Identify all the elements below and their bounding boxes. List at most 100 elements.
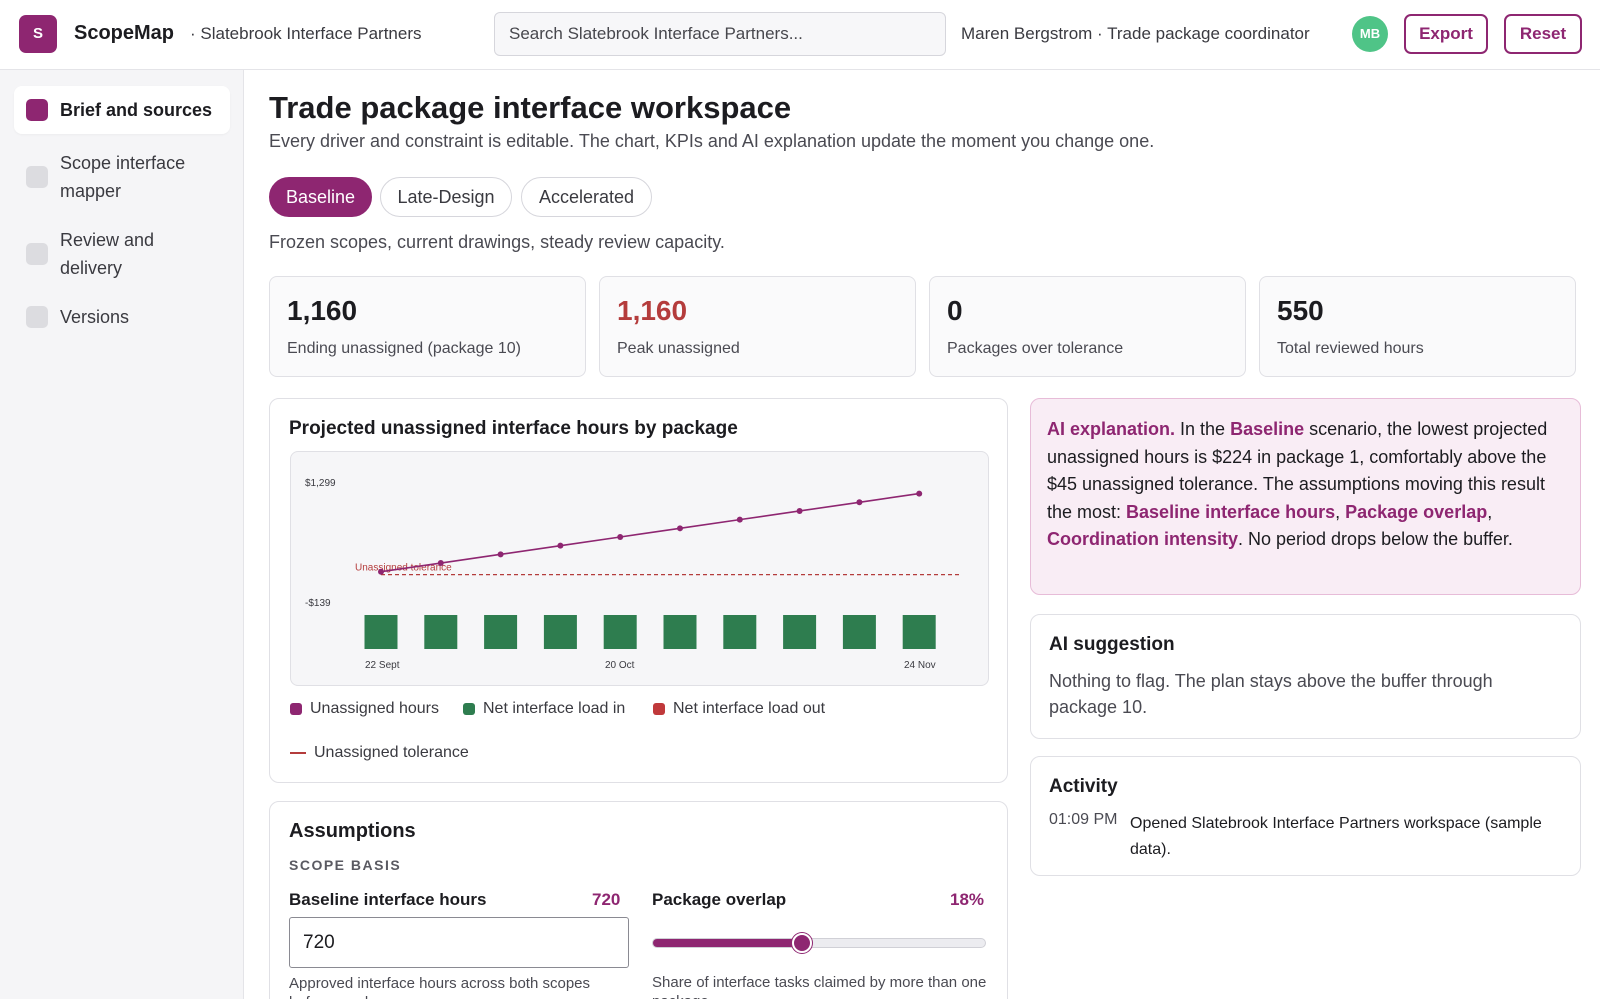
chart-title: Projected unassigned interface hours by … xyxy=(289,418,738,439)
package-overlap-slider[interactable] xyxy=(652,933,986,953)
kpi-packages-over-tolerance: 0 Packages over tolerance xyxy=(929,276,1246,377)
x-tick: 20 Oct xyxy=(605,660,635,671)
ai-text-segment: . No period drops below the buffer. xyxy=(1238,529,1513,549)
point-unassigned-hours xyxy=(856,499,863,506)
ai-suggestion-card: AI suggestion Nothing to flag. The plan … xyxy=(1030,614,1581,739)
ai-assumption-link[interactable]: Package overlap xyxy=(1345,501,1488,522)
legend-swatch xyxy=(463,703,475,715)
sidebar-item-label: Scope interface mapper xyxy=(60,153,186,201)
bar-net-load-in xyxy=(484,615,518,649)
ai-explanation-lead: AI explanation. xyxy=(1047,419,1176,439)
point-unassigned-hours xyxy=(796,507,803,514)
bar-net-load-in xyxy=(364,615,398,649)
x-tick: 22 Sept xyxy=(365,660,400,671)
export-button[interactable]: Export xyxy=(1404,14,1488,54)
section-label: SCOPE BASIS xyxy=(289,857,402,873)
tab-late-design[interactable]: Late-Design xyxy=(380,177,512,217)
ai-assumption-link[interactable]: Coordination intensity xyxy=(1047,529,1238,549)
bar-net-load-in xyxy=(543,615,577,649)
checkbox-icon xyxy=(26,99,48,121)
bar-net-load-in xyxy=(603,615,637,649)
kpi-label: Peak unassigned xyxy=(617,340,740,357)
bar-net-load-in xyxy=(723,615,757,649)
legend-net-load-in: Net interface load in xyxy=(463,700,625,718)
sidebar-item-brief-and-sources[interactable]: Brief and sources xyxy=(14,86,230,134)
reset-button[interactable]: Reset xyxy=(1504,14,1582,54)
activity-time: 01:09 PM xyxy=(1049,811,1118,828)
bar-net-load-in xyxy=(783,615,817,649)
organization-name: · Slatebrook Interface Partners xyxy=(190,24,422,43)
point-unassigned-hours xyxy=(557,542,564,549)
sidebar: Brief and sources Scope interface mapper… xyxy=(0,70,244,999)
kpi-value: 1,160 xyxy=(617,295,688,326)
bar-net-load-in xyxy=(902,615,936,649)
legend-swatch xyxy=(290,703,302,715)
ai-text-segment: , xyxy=(1487,501,1493,522)
activity-text: Opened Slatebrook Interface Partners wor… xyxy=(1130,815,1542,858)
app-name: ScopeMap xyxy=(74,22,175,44)
package-overlap-help: Share of interface tasks claimed by more… xyxy=(652,974,987,999)
ai-explanation-card: AI explanation. In the Baseline scenario… xyxy=(1030,398,1581,595)
legend-tolerance: Unassigned tolerance xyxy=(290,744,469,762)
baseline-hours-label: Baseline interface hours xyxy=(289,890,487,909)
tab-accelerated[interactable]: Accelerated xyxy=(521,177,652,217)
package-overlap-label: Package overlap xyxy=(652,890,787,909)
kpi-value: 550 xyxy=(1277,295,1324,326)
kpi-label: Packages over tolerance xyxy=(947,340,1124,357)
baseline-hours-value: 720 xyxy=(592,890,621,909)
baseline-hours-input[interactable] xyxy=(289,917,629,968)
sidebar-item-review-and-delivery[interactable]: Review and delivery xyxy=(14,222,214,286)
point-unassigned-hours xyxy=(497,551,504,558)
bar-net-load-in xyxy=(663,615,697,649)
activity-card: Activity 01:09 PM Opened Slatebrook Inte… xyxy=(1030,756,1581,876)
point-unassigned-hours xyxy=(916,490,923,497)
kpi-value: 0 xyxy=(947,295,963,326)
page-subtitle: Every driver and constraint is editable.… xyxy=(269,131,1155,151)
line-unassigned-hours xyxy=(380,492,920,573)
bar-net-load-in xyxy=(424,615,458,649)
checkbox-icon xyxy=(26,243,48,265)
sidebar-item-label: Review and delivery xyxy=(60,230,155,278)
bar-net-load-in xyxy=(842,615,876,649)
ai-text-segment: , xyxy=(1335,501,1346,522)
baseline-hours-help: Approved interface hours across both sco… xyxy=(289,975,591,999)
sidebar-item-label: Brief and sources xyxy=(60,100,213,120)
ai-explanation-text: AI explanation. In the Baseline scenario… xyxy=(1047,416,1567,554)
chart-svg: $1,299 -$139 Unassigned tolerance 22 Sep… xyxy=(305,478,961,671)
legend-swatch xyxy=(653,703,665,715)
sidebar-item-scope-interface-mapper[interactable]: Scope interface mapper xyxy=(14,145,214,209)
point-unassigned-hours xyxy=(617,533,624,540)
legend-unassigned-hours: Unassigned hours xyxy=(290,700,439,718)
ai-text-segment: scenario, the lowest projected unassigne… xyxy=(1047,419,1548,522)
x-tick: 24 Nov xyxy=(904,660,936,671)
legend-label: Net interface load out xyxy=(673,700,826,717)
slider-thumb[interactable] xyxy=(792,933,813,953)
ai-text-segment: In the xyxy=(1175,419,1231,439)
kpi-label: Total reviewed hours xyxy=(1277,340,1424,357)
package-overlap-value: 18% xyxy=(950,890,985,909)
kpi-ending-unassigned: 1,160 Ending unassigned (package 10) xyxy=(269,276,586,377)
activity-title: Activity xyxy=(1049,776,1118,797)
checkbox-icon xyxy=(26,306,48,328)
top-bar: S ScopeMap · Slatebrook Interface Partne… xyxy=(0,0,1600,70)
app-logo: S xyxy=(19,15,57,53)
sidebar-item-versions[interactable]: Versions xyxy=(14,297,230,337)
point-unassigned-hours xyxy=(378,568,384,575)
scenario-description: Frozen scopes, current drawings, steady … xyxy=(269,232,725,252)
ai-assumption-link[interactable]: Baseline interface hours xyxy=(1126,501,1336,522)
user-info: Maren Bergstrom · Trade package coordina… xyxy=(961,24,1310,43)
avatar[interactable]: MB xyxy=(1352,16,1388,52)
ai-suggestion-title: AI suggestion xyxy=(1049,634,1175,655)
chart-card: Projected unassigned interface hours by … xyxy=(269,398,1008,783)
legend-label: Unassigned hours xyxy=(310,700,439,717)
assumptions-card: Assumptions SCOPE BASIS Baseline interfa… xyxy=(269,801,1008,999)
search-input[interactable] xyxy=(494,12,946,56)
tab-baseline[interactable]: Baseline xyxy=(269,177,372,217)
y-tick-top: $1,299 xyxy=(305,478,336,489)
checkbox-icon xyxy=(26,166,48,188)
sidebar-item-label: Versions xyxy=(60,307,130,327)
kpi-peak-unassigned: 1,160 Peak unassigned xyxy=(599,276,916,377)
legend-label: Unassigned tolerance xyxy=(314,744,469,761)
point-unassigned-hours xyxy=(677,525,683,532)
assumptions-title: Assumptions xyxy=(289,820,416,842)
